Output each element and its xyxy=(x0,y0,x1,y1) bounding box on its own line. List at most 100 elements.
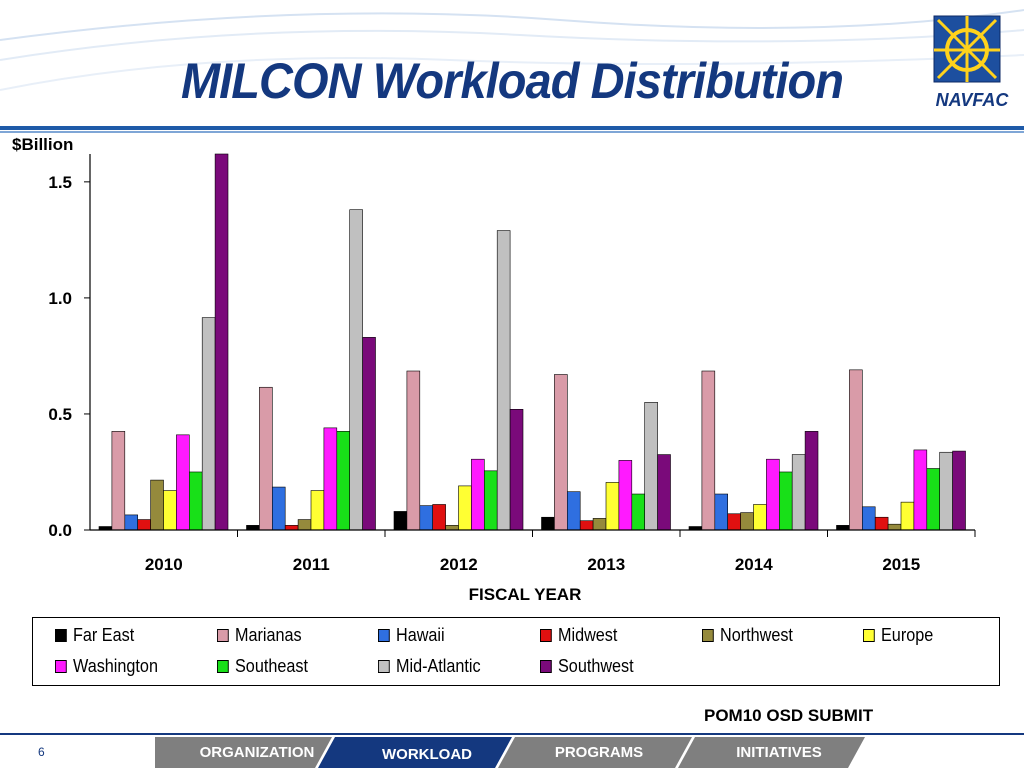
legend-swatch xyxy=(702,629,714,642)
legend-item: Washington xyxy=(55,656,158,677)
bar-marianas-2015 xyxy=(849,369,863,531)
bar-southeast-2012 xyxy=(483,470,498,531)
nav-tab-workload-bg xyxy=(318,737,512,768)
title-rule-light xyxy=(0,131,1024,133)
legend-swatch xyxy=(217,629,229,642)
x-axis-label: FISCAL YEAR xyxy=(469,585,582,604)
legend-item: Hawaii xyxy=(378,625,445,646)
nav-tab-workload[interactable]: WORKLOAD xyxy=(382,746,472,763)
bar-hawaii-2013 xyxy=(566,491,581,531)
y-axis-label: $Billion xyxy=(12,135,73,154)
bar-northwest-2011 xyxy=(297,519,312,531)
bar-southwest-2015 xyxy=(952,450,966,531)
bar-washington-2011 xyxy=(323,427,338,531)
x-tick-label: 2011 xyxy=(293,555,330,574)
legend-swatch xyxy=(217,660,229,673)
bar-europe-2010 xyxy=(163,490,177,531)
logo-text: NAVFAC xyxy=(936,90,1010,110)
bar-mid-atlantic-2011 xyxy=(349,209,363,531)
bar-far-east-2015 xyxy=(836,525,850,531)
bar-marianas-2014 xyxy=(701,370,716,531)
bar-europe-2013 xyxy=(605,482,620,531)
legend-swatch xyxy=(378,660,390,673)
bar-hawaii-2014 xyxy=(714,493,728,531)
legend-swatch xyxy=(540,660,552,673)
legend-item: Northwest xyxy=(702,625,793,646)
legend-swatch xyxy=(540,629,552,642)
page-title: MILCON Workload Distribution xyxy=(180,53,844,109)
bar-europe-2014 xyxy=(753,504,767,531)
bar-northwest-2010 xyxy=(150,479,164,531)
bar-mid-atlantic-2015 xyxy=(939,451,953,531)
legend-item: Marianas xyxy=(217,625,302,646)
bar-southeast-2011 xyxy=(336,431,350,531)
bar-midwest-2010 xyxy=(137,519,151,531)
y-tick-label: 1.5 xyxy=(48,173,72,192)
nav-tab-programs-bg xyxy=(498,737,692,768)
legend-label: Mid-Atlantic xyxy=(396,656,481,676)
y-tick-label: 0.0 xyxy=(48,521,72,540)
legend-label: Southeast xyxy=(235,656,308,676)
page-number: 6 xyxy=(38,745,45,759)
footer-nav xyxy=(155,737,865,768)
bar-northwest-2013 xyxy=(592,518,607,531)
bar-hawaii-2012 xyxy=(419,505,433,531)
nav-tab-organization[interactable]: ORGANIZATION xyxy=(199,744,315,761)
bar-midwest-2011 xyxy=(284,525,299,531)
bar-midwest-2012 xyxy=(432,504,446,531)
bar-northwest-2015 xyxy=(887,523,902,531)
legend-swatch xyxy=(863,629,875,642)
x-tick-label: 2012 xyxy=(440,555,478,574)
source-note: POM10 OSD SUBMIT xyxy=(704,706,874,725)
legend-label: Midwest xyxy=(558,625,618,645)
bar-washington-2013 xyxy=(618,460,633,531)
bar-southeast-2014 xyxy=(778,471,793,531)
legend-item: Europe xyxy=(863,625,933,646)
bar-southwest-2014 xyxy=(804,431,819,531)
bar-washington-2012 xyxy=(471,458,485,531)
header-swoosh xyxy=(0,9,1024,91)
nav-tab-initiatives[interactable]: INITIATIVES xyxy=(736,744,822,761)
footer-rule xyxy=(0,733,1024,735)
chart-legend: Far East Marianas Hawaii Midwest Northwest Eu… xyxy=(32,617,1000,686)
legend-label: Far East xyxy=(73,625,135,645)
bar-chart: $Billion FISCAL YEAR 2010 2011 2012 2013 201… xyxy=(12,135,976,604)
legend-item: Southeast xyxy=(217,656,308,677)
legend-label: Northwest xyxy=(720,625,793,645)
legend-label: Southwest xyxy=(558,656,634,676)
bar-washington-2015 xyxy=(913,449,928,531)
bar-southwest-2012 xyxy=(509,409,524,531)
bar-southeast-2010 xyxy=(189,471,203,531)
bar-far-east-2013 xyxy=(541,516,555,531)
bar-far-east-2011 xyxy=(246,525,260,531)
bar-hawaii-2011 xyxy=(271,486,286,531)
navfac-logo: NAVFAC xyxy=(933,15,1010,110)
legend-item: Far East xyxy=(55,625,134,646)
x-tick-label: 2014 xyxy=(735,555,773,574)
bar-marianas-2012 xyxy=(406,370,421,531)
bar-far-east-2012 xyxy=(393,511,408,531)
bar-southeast-2015 xyxy=(926,468,940,531)
legend-label: Europe xyxy=(881,625,934,645)
bar-marianas-2011 xyxy=(259,386,273,531)
legend-label: Marianas xyxy=(235,625,302,645)
legend-label: Washington xyxy=(73,656,158,676)
legend-label: Hawaii xyxy=(396,625,445,645)
bar-midwest-2013 xyxy=(579,520,594,531)
nav-tab-initiatives-bg xyxy=(678,737,865,768)
x-tick-label: 2015 xyxy=(882,555,920,574)
legend-item: Mid-Atlantic xyxy=(378,656,481,677)
bar-hawaii-2010 xyxy=(124,514,139,531)
y-tick-label: 0.5 xyxy=(48,405,72,424)
bar-marianas-2010 xyxy=(111,431,126,531)
bar-northwest-2012 xyxy=(445,525,459,531)
bar-mid-atlantic-2013 xyxy=(644,402,658,531)
x-tick-label: 2010 xyxy=(145,555,183,574)
bar-southwest-2013 xyxy=(657,454,671,531)
nav-tab-organization-bg xyxy=(155,737,332,768)
bar-hawaii-2015 xyxy=(861,506,876,531)
bar-washington-2014 xyxy=(766,458,780,531)
nav-tab-programs[interactable]: PROGRAMS xyxy=(554,744,644,761)
legend-swatch xyxy=(55,660,67,673)
bar-midwest-2014 xyxy=(727,513,741,531)
